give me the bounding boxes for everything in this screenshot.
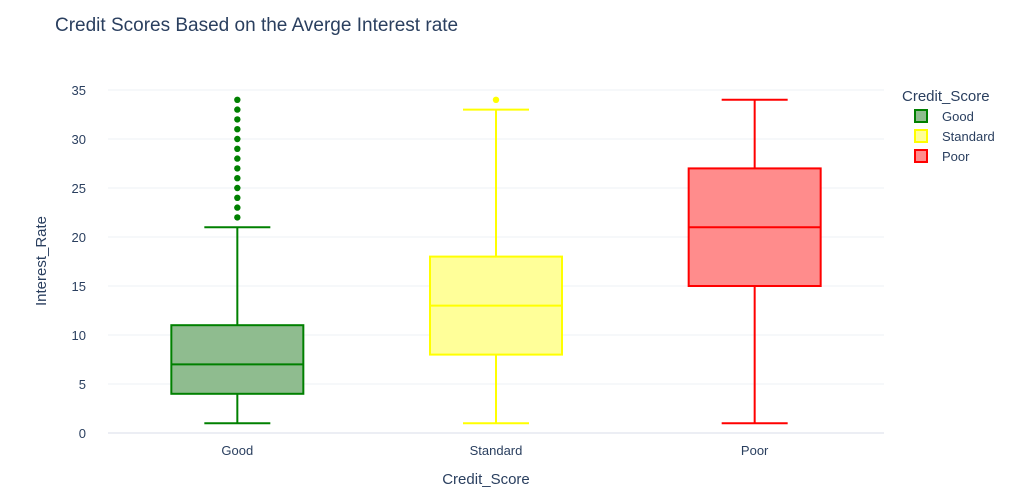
y-tick-label: 10 [72, 328, 86, 343]
legend-label: Standard [942, 129, 995, 144]
legend-title: Credit_Score [902, 88, 990, 105]
outlier-point [234, 126, 240, 132]
legend-item-good: Good [915, 109, 974, 124]
y-axis-title: Interest_Rate [33, 216, 50, 306]
outlier-point [493, 97, 499, 103]
legend-swatch [915, 150, 927, 162]
y-tick-label: 0 [79, 426, 86, 441]
box-good [171, 97, 303, 424]
y-tick-label: 15 [72, 279, 86, 294]
outlier-point [234, 175, 240, 181]
outlier-point [234, 204, 240, 210]
outlier-point [234, 136, 240, 142]
outlier-point [234, 97, 240, 103]
outlier-point [234, 146, 240, 152]
y-tick-label: 25 [72, 181, 86, 196]
legend-label: Poor [942, 149, 970, 164]
outlier-point [234, 165, 240, 171]
iqr-box [171, 325, 303, 394]
y-tick-label: 35 [72, 83, 86, 98]
outlier-point [234, 116, 240, 122]
legend-label: Good [942, 109, 974, 124]
legend-swatch [915, 130, 927, 142]
chart-title: Credit Scores Based on the Averge Intere… [55, 15, 458, 36]
outlier-point [234, 155, 240, 161]
outlier-point [234, 106, 240, 112]
box-poor [689, 100, 821, 423]
legend-swatch [915, 110, 927, 122]
y-tick-label: 20 [72, 230, 86, 245]
box-standard [430, 97, 562, 424]
outlier-point [234, 214, 240, 220]
y-tick-label: 5 [79, 377, 86, 392]
x-tick-label: Good [221, 443, 253, 458]
outlier-point [234, 195, 240, 201]
x-axis-title: Credit_Score [442, 471, 530, 488]
outlier-point [234, 185, 240, 191]
x-tick-label: Poor [741, 443, 769, 458]
legend: Credit_Score Good Standard Poor [902, 88, 995, 164]
legend-item-poor: Poor [915, 149, 970, 164]
plot-area: 0 5 10 15 20 25 30 35 Good Standard Poor [72, 83, 884, 458]
x-tick-label: Standard [470, 443, 523, 458]
legend-item-standard: Standard [915, 129, 995, 144]
y-tick-label: 30 [72, 132, 86, 147]
